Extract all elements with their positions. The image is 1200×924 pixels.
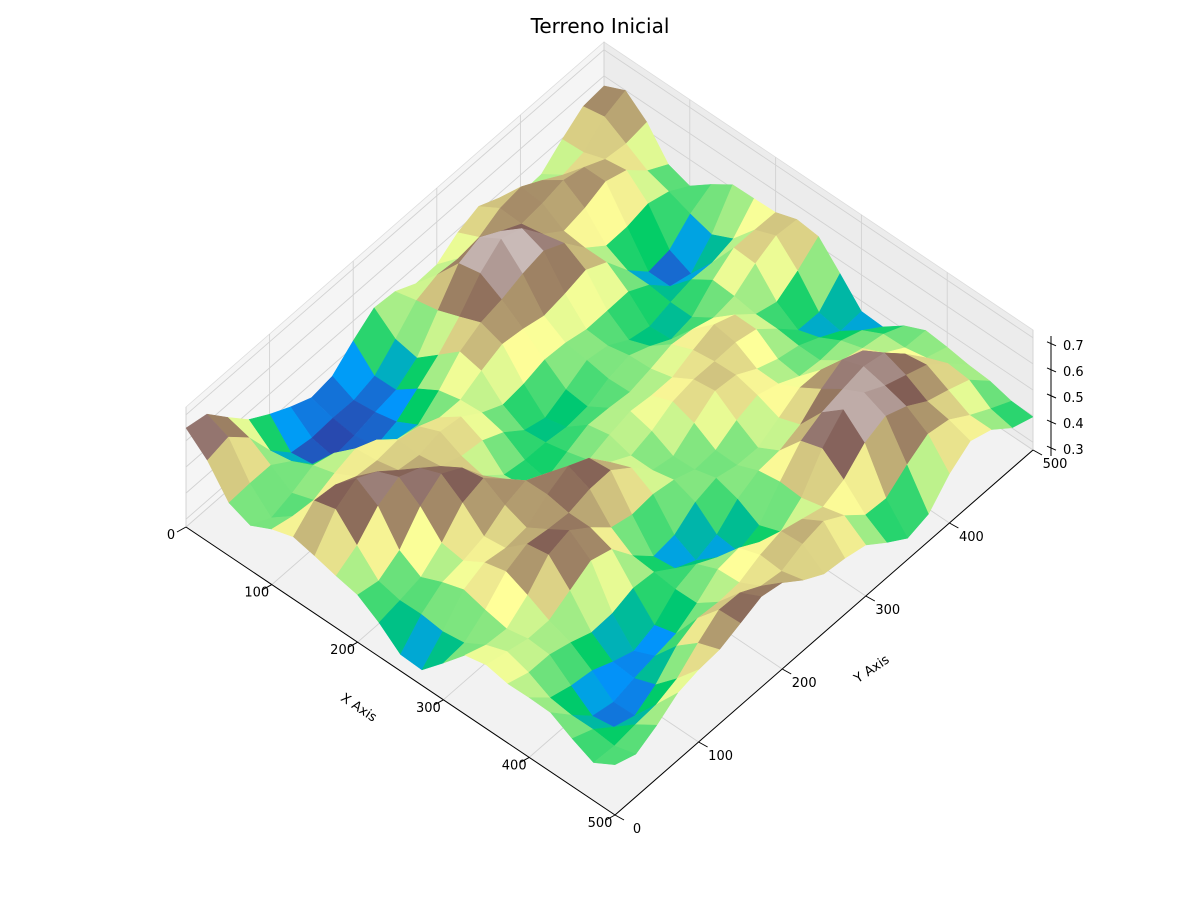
x-tick <box>176 526 187 533</box>
x-tick <box>348 641 358 648</box>
x-tick-label: 300 <box>416 701 441 716</box>
x-axis-line <box>185 526 616 816</box>
y-tick-label: 200 <box>792 676 817 691</box>
y-axis-label: Y Axis <box>851 652 893 687</box>
y-axis-line <box>614 449 1034 816</box>
y-tick-label: 100 <box>708 749 733 764</box>
y-tick-label: 0 <box>633 822 641 837</box>
y-tick <box>865 595 876 602</box>
z-tick-label: 0.6 <box>1063 365 1084 380</box>
z-grid-line <box>185 75 1034 442</box>
x-tick-label: 100 <box>244 586 269 601</box>
z-tick <box>1046 445 1057 451</box>
x-tick <box>605 814 616 821</box>
z-tick-label: 0.5 <box>1063 391 1084 406</box>
z-grid-line <box>185 49 1034 416</box>
y-tick-label: 400 <box>959 530 984 545</box>
y-tick-label: 300 <box>875 603 900 618</box>
x-tick <box>519 756 530 763</box>
x-tick <box>434 699 444 706</box>
x-tick-label: 400 <box>502 758 527 773</box>
x-tick-label: 200 <box>330 643 355 658</box>
z-tick <box>1046 341 1057 347</box>
z-tick-label: 0.7 <box>1063 339 1084 354</box>
x-tick-label: 0 <box>167 528 175 543</box>
y-tick <box>949 522 959 529</box>
y-tick <box>781 668 792 675</box>
z-tick <box>1046 419 1057 425</box>
x-axis-label: X Axis <box>338 691 380 726</box>
x-tick <box>262 584 273 591</box>
y-tick <box>698 741 708 748</box>
z-tick <box>1046 367 1057 373</box>
z-tick-label: 0.4 <box>1063 417 1084 432</box>
chart-title: Terreno Inicial <box>530 14 670 38</box>
y-tick <box>1032 449 1043 456</box>
z-tick-label: 0.3 <box>1063 443 1084 458</box>
y-tick-label: 500 <box>1043 457 1068 472</box>
surface <box>185 85 1034 765</box>
y-tick <box>614 814 625 821</box>
x-tick-label: 500 <box>588 816 613 831</box>
surface-patch <box>592 745 637 765</box>
z-tick <box>1046 393 1057 399</box>
